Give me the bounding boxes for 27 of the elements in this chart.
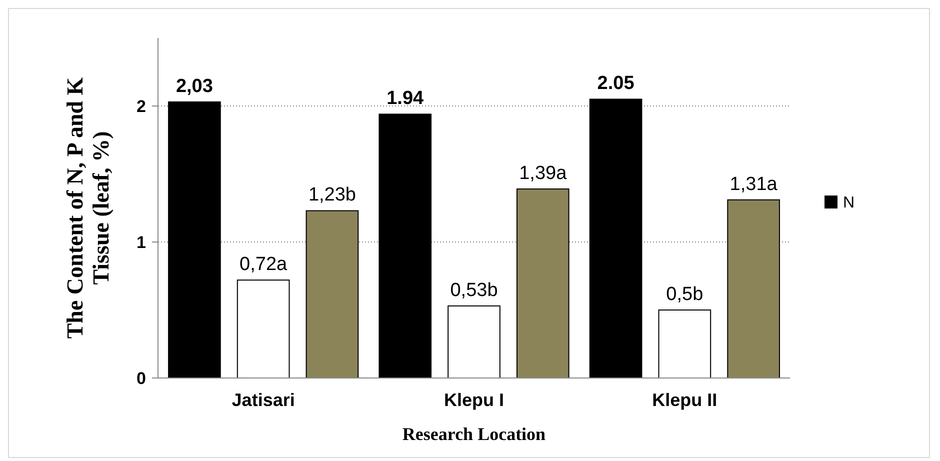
- y-axis-title: The Content of N, P and K Tissue (leaf, %): [62, 77, 114, 339]
- data-label: 1,31a: [730, 174, 778, 195]
- bar: [516, 188, 570, 378]
- bar: [378, 114, 432, 378]
- bar: [589, 98, 642, 378]
- y-tick-label: 0: [136, 368, 146, 388]
- data-label: 2,03: [176, 76, 213, 97]
- data-label: 1,23b: [308, 184, 356, 206]
- data-label: 0,5b: [666, 284, 704, 305]
- data-label: 0,53b: [450, 280, 498, 301]
- bar: [236, 280, 290, 378]
- legend-label: N: [843, 194, 855, 212]
- y-tick-label: 2: [136, 96, 146, 116]
- bar: [168, 101, 221, 378]
- x-tick-label: Jatisari: [232, 390, 295, 410]
- bar: [306, 210, 359, 378]
- bar: [658, 310, 712, 378]
- bar: [727, 199, 780, 378]
- data-label: 0,72a: [240, 254, 288, 276]
- bar: [448, 305, 500, 378]
- x-tick-label: Klepu II: [652, 390, 718, 410]
- data-label: 1,39a: [519, 162, 568, 184]
- data-label: 2.05: [597, 73, 635, 94]
- x-axis-title: Research Location: [402, 424, 546, 444]
- y-tick-label: 1: [136, 232, 146, 252]
- x-tick-label: Klepu I: [444, 390, 504, 410]
- data-label: 1.94: [386, 88, 424, 110]
